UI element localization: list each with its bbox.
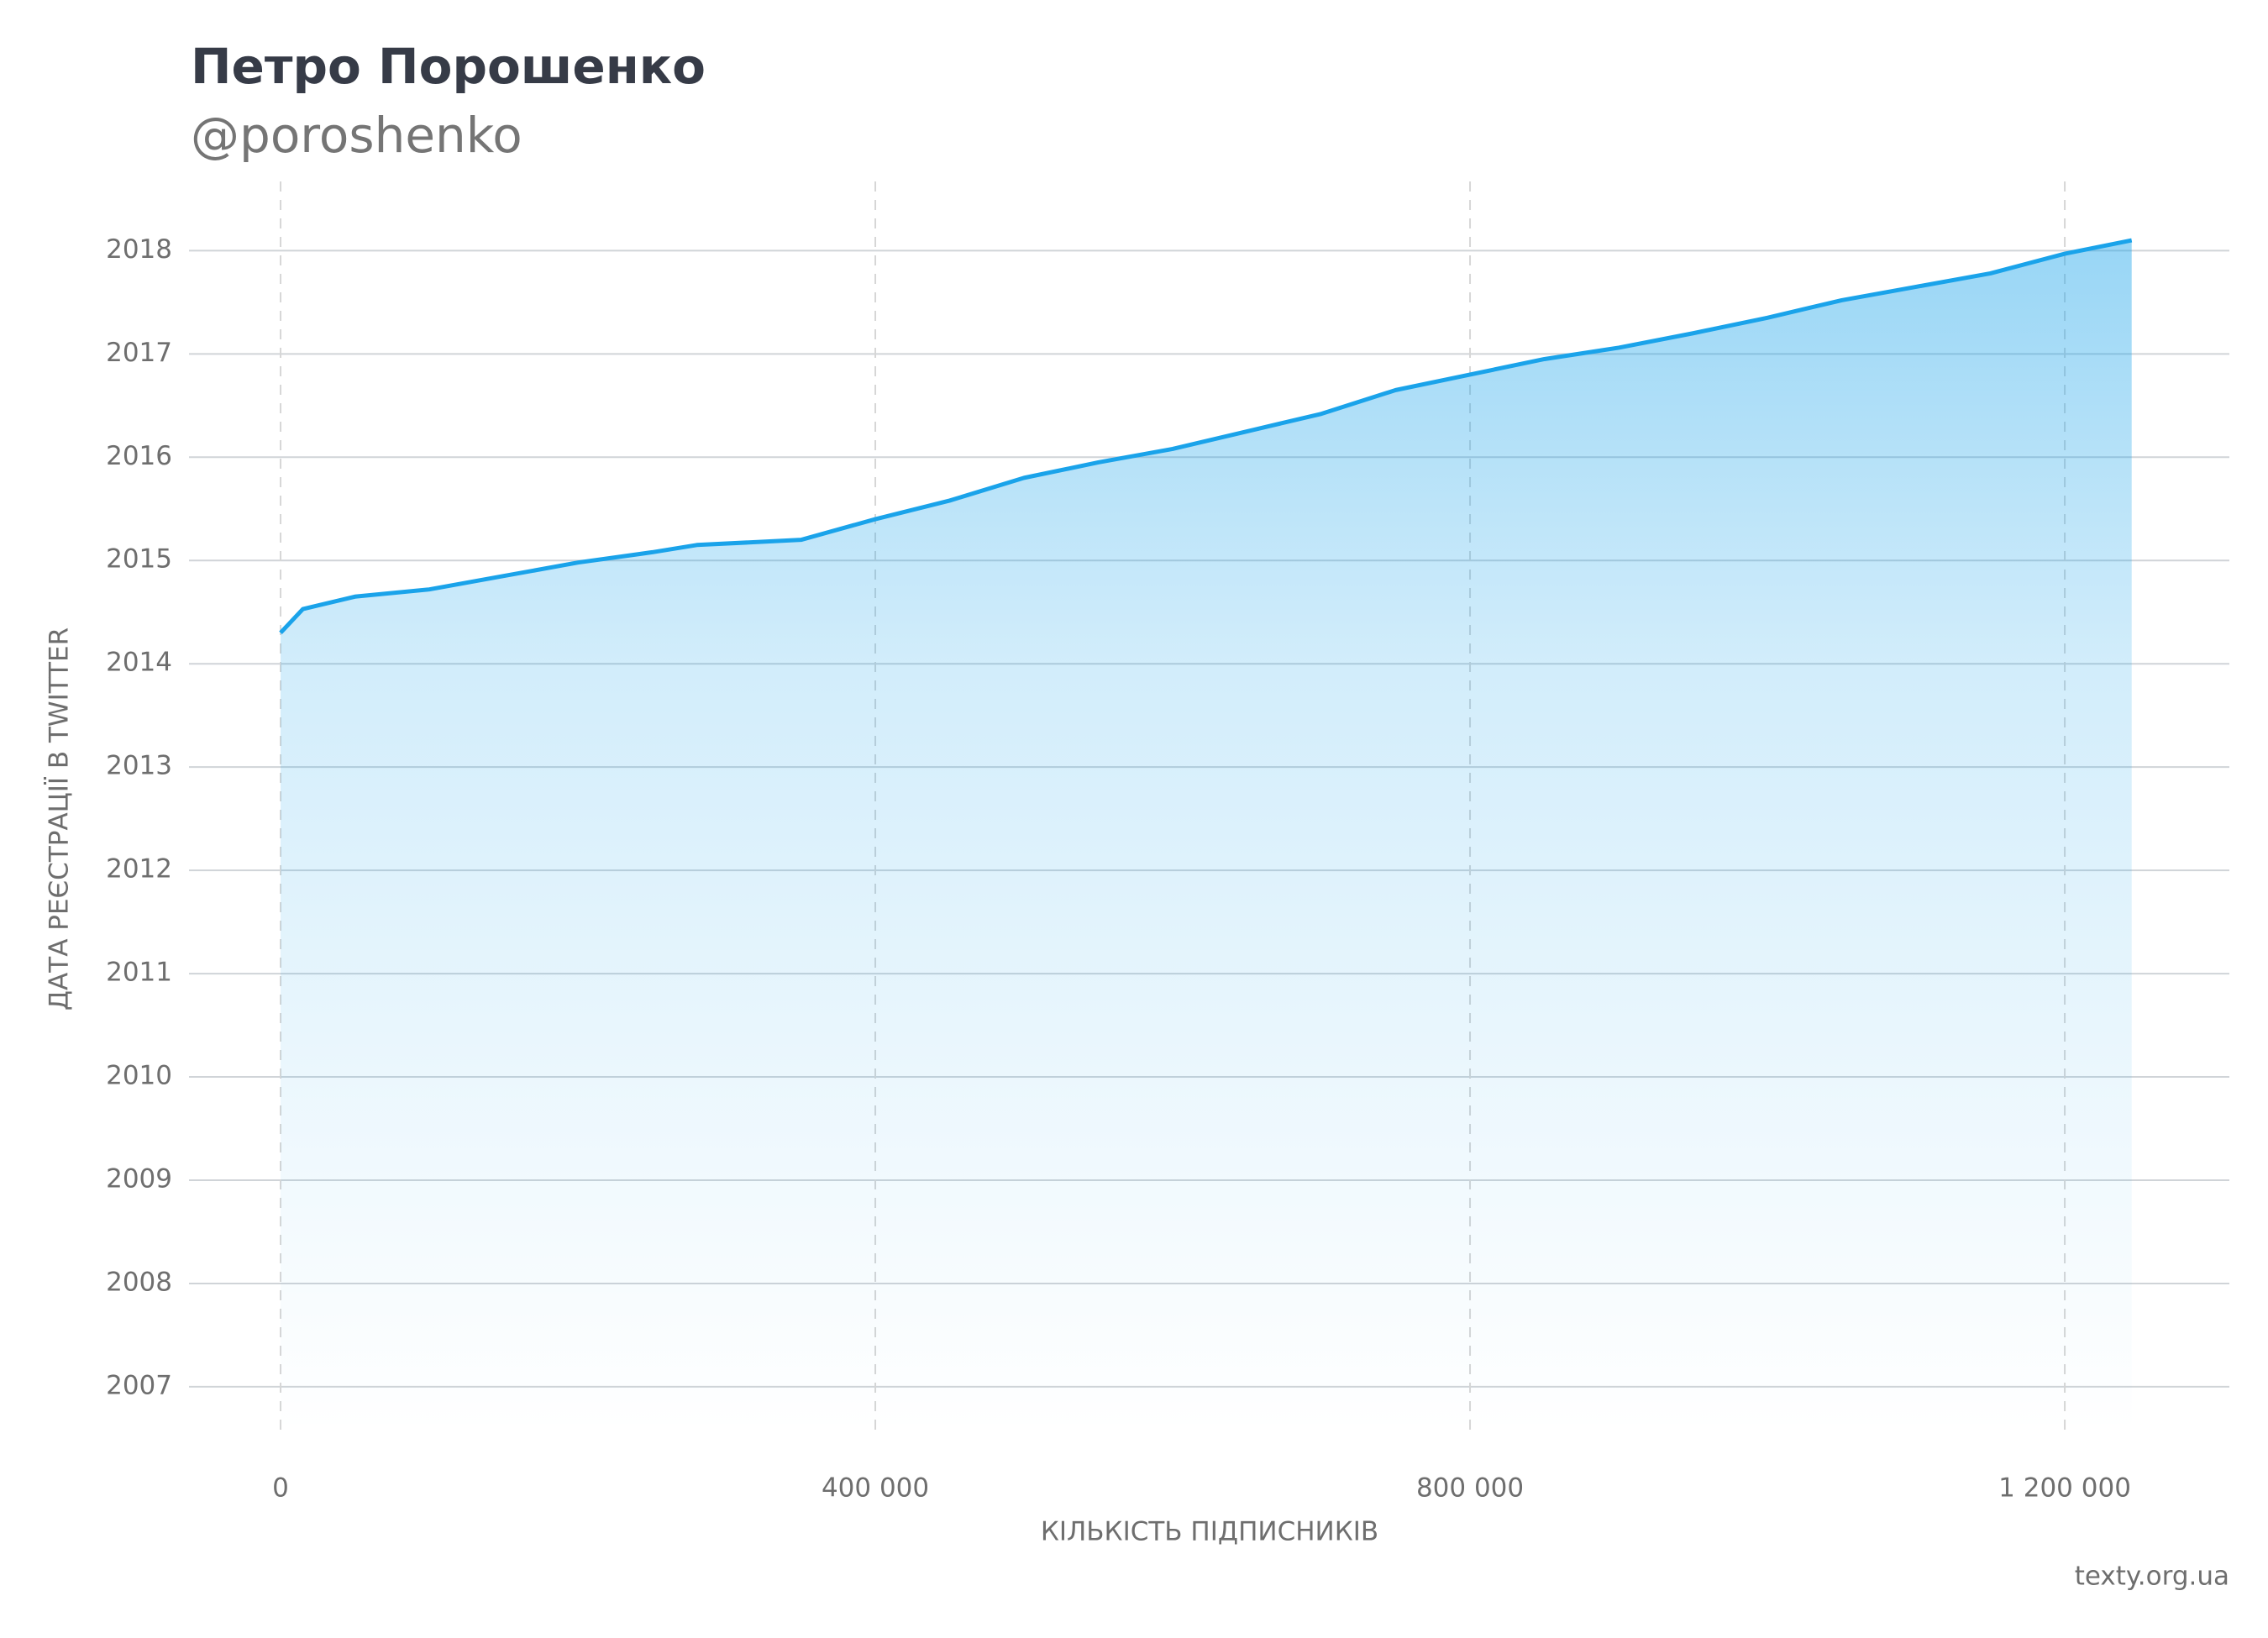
x-tick-label: 0 [272, 1473, 289, 1504]
y-tick-label: 2015 [106, 544, 172, 575]
x-axis-label: КІЛЬКІСТЬ ПІДПИСНИКІВ [1041, 1517, 1378, 1547]
y-tick-label: 2013 [106, 751, 172, 781]
y-tick-label: 2011 [106, 958, 172, 988]
density-area [281, 240, 2132, 1432]
y-tick-label: 2007 [106, 1370, 172, 1400]
y-tick-label: 2014 [106, 648, 172, 678]
y-tick-label: 2012 [106, 854, 172, 885]
y-tick-label: 2009 [106, 1163, 172, 1194]
y-tick-label: 2016 [106, 441, 172, 471]
y-tick-label: 2018 [106, 234, 172, 265]
chart-title: Петро Порошенко [191, 38, 706, 95]
chart-subtitle: @poroshenko [191, 107, 522, 164]
x-tick-label: 1 200 000 [1998, 1473, 2131, 1504]
frontier-line [279, 238, 2133, 635]
source: texty.org.ua [2075, 1562, 2229, 1592]
x-tick-label: 400 000 [822, 1473, 929, 1504]
y-tick-label: 2017 [106, 338, 172, 368]
y-axis-label: ДАТА РЕЄСТРАЦІЇ В TWITTER [45, 627, 75, 1011]
x-tick-label: 800 000 [1416, 1473, 1524, 1504]
y-tick-label: 2010 [106, 1061, 172, 1091]
y-tick-label: 2008 [106, 1267, 172, 1297]
